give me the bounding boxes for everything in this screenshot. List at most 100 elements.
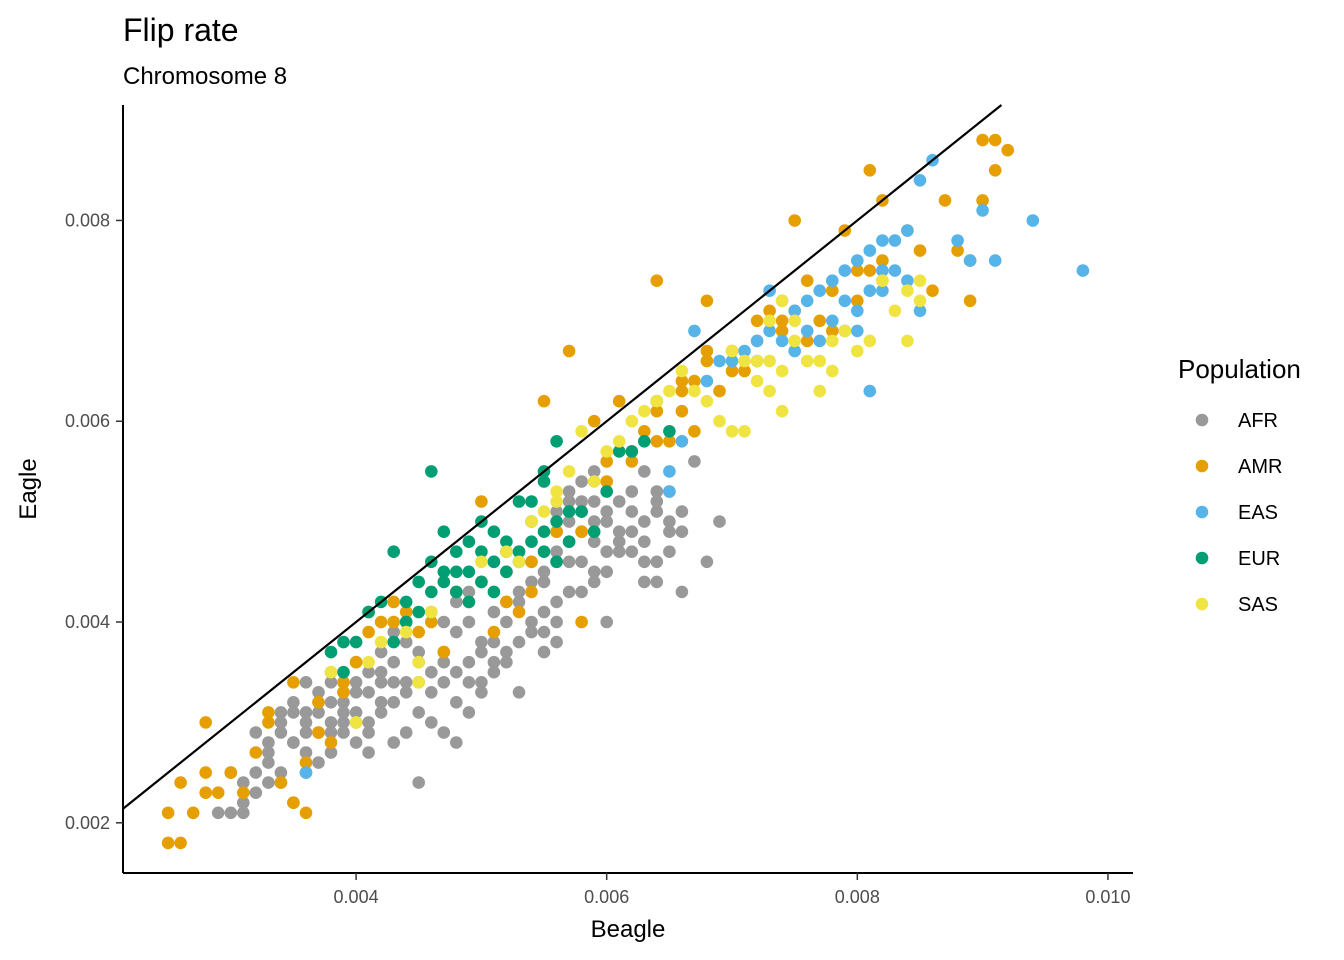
data-point-eas xyxy=(713,354,726,368)
data-point-afr xyxy=(512,686,526,699)
data-point-afr xyxy=(274,726,288,739)
legend-items: AFR AMR EAS EUR SAS xyxy=(1195,410,1282,616)
data-point-amr xyxy=(813,314,826,328)
data-point-eur xyxy=(475,545,488,558)
data-point-afr xyxy=(324,696,338,709)
data-point-amr xyxy=(287,676,300,689)
data-point-sas xyxy=(675,364,689,378)
data-point-amr xyxy=(199,786,212,799)
data-point-amr xyxy=(525,555,538,569)
data-point-afr xyxy=(587,565,601,579)
data-point-eur xyxy=(387,635,401,649)
data-point-eas xyxy=(750,334,764,348)
data-point-sas xyxy=(562,465,576,478)
data-point-eur xyxy=(450,585,463,599)
data-point-afr xyxy=(362,726,375,739)
data-point-afr xyxy=(600,545,613,558)
data-point-afr xyxy=(337,696,350,709)
data-point-afr xyxy=(399,686,413,699)
data-point-eas xyxy=(851,324,864,338)
data-point-eas xyxy=(763,324,776,338)
data-point-sas xyxy=(324,665,338,679)
legend-label-eur: EUR xyxy=(1238,548,1280,570)
data-point-afr xyxy=(450,625,463,639)
data-point-eur xyxy=(525,495,538,508)
data-point-afr xyxy=(537,645,551,659)
data-point-amr xyxy=(224,766,238,779)
data-point-amr xyxy=(199,716,212,729)
data-point-eur xyxy=(462,595,476,609)
data-point-afr xyxy=(575,585,588,599)
data-point-eas xyxy=(901,274,914,288)
legend-label-amr: AMR xyxy=(1238,456,1282,478)
data-point-amr xyxy=(374,615,388,629)
data-point-sas xyxy=(550,495,563,508)
data-point-eas xyxy=(851,304,864,318)
data-point-eur xyxy=(337,635,350,649)
data-point-afr xyxy=(362,686,375,699)
data-point-afr xyxy=(349,736,363,749)
data-point-eur xyxy=(663,425,676,438)
data-point-amr xyxy=(750,314,764,328)
data-point-afr xyxy=(324,726,338,739)
data-point-sas xyxy=(813,354,826,368)
data-point-amr xyxy=(312,696,325,709)
plot-area: 0.004 0.006 0.008 0.010 0.0020.0040.0060.00… xyxy=(65,104,1133,907)
x-axis-ticks: 0.004 0.006 0.008 0.010 xyxy=(334,873,1130,907)
data-point-afr xyxy=(500,615,513,629)
data-point-sas xyxy=(775,294,789,308)
data-point-afr xyxy=(587,515,601,528)
data-point-sas xyxy=(638,404,651,418)
data-point-eur xyxy=(412,575,426,589)
data-point-amr xyxy=(876,254,889,267)
data-point-amr xyxy=(550,525,563,538)
data-point-afr xyxy=(638,535,651,548)
data-point-eas xyxy=(788,304,801,318)
data-point-afr xyxy=(638,515,651,528)
data-point-afr xyxy=(612,495,626,508)
data-point-afr xyxy=(349,706,363,719)
data-point-afr xyxy=(550,635,563,649)
data-point-afr xyxy=(550,615,563,629)
data-point-amr xyxy=(863,164,877,177)
data-point-afr xyxy=(374,676,388,689)
data-point-sas xyxy=(788,334,801,348)
data-point-amr xyxy=(575,525,588,538)
data-point-sas xyxy=(725,344,739,358)
data-point-afr xyxy=(349,676,363,689)
data-point-afr xyxy=(362,746,375,759)
data-point-afr xyxy=(575,555,588,569)
data-point-eur xyxy=(324,645,338,659)
data-point-afr xyxy=(425,686,438,699)
data-point-afr xyxy=(525,625,538,639)
data-point-afr xyxy=(700,555,714,569)
data-point-afr xyxy=(387,736,401,749)
data-point-eur xyxy=(425,585,438,599)
data-point-afr xyxy=(462,615,476,629)
data-point-afr xyxy=(487,665,501,679)
data-point-afr xyxy=(211,806,225,820)
data-point-sas xyxy=(775,404,789,418)
data-point-sas xyxy=(826,334,839,348)
data-point-sas xyxy=(399,625,413,639)
data-point-sas xyxy=(349,716,363,729)
data-point-sas xyxy=(750,374,764,388)
data-point-afr xyxy=(237,776,250,789)
data-point-afr xyxy=(262,746,275,759)
data-point-amr xyxy=(763,304,776,318)
data-point-amr xyxy=(625,455,639,468)
data-point-eur xyxy=(525,535,538,548)
data-point-eas xyxy=(913,304,927,318)
data-point-afr xyxy=(625,485,639,498)
data-point-afr xyxy=(587,495,601,508)
data-point-amr xyxy=(387,615,401,629)
data-point-afr xyxy=(587,535,601,548)
data-point-amr xyxy=(262,706,275,719)
points-layer xyxy=(161,133,1090,850)
data-point-afr xyxy=(663,545,676,558)
data-point-eas xyxy=(863,244,877,257)
data-point-afr xyxy=(688,455,701,468)
x-tick-label: 0.008 xyxy=(835,887,880,907)
data-point-eas xyxy=(675,435,689,448)
data-point-amr xyxy=(337,686,350,699)
